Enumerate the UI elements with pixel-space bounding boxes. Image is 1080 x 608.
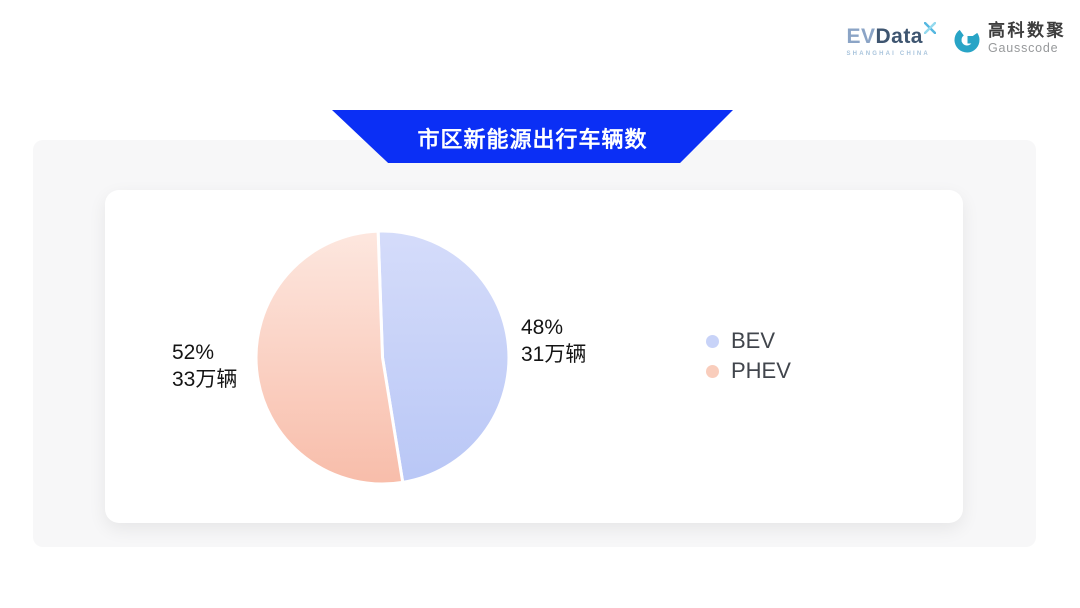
pie-chart-svg: [254, 229, 511, 486]
legend-item-phev[interactable]: PHEV: [706, 358, 791, 384]
legend-swatch-phev: [706, 364, 719, 378]
gausscode-name-cn: 高科数聚: [988, 21, 1066, 40]
header-logos: EV Data SHANGHAI CHINA 高科数聚 Gausscode: [846, 21, 1066, 57]
pie-slice-bev[interactable]: [376, 229, 511, 484]
legend-swatch-bev: [706, 334, 719, 348]
chart-title: 市区新能源出行车辆数: [417, 126, 648, 152]
bev-amount: 31万辆: [521, 343, 587, 366]
gausscode-name-en: Gausscode: [988, 40, 1059, 55]
chart-legend: BEV PHEV: [706, 328, 791, 384]
gausscode-icon: [954, 27, 980, 53]
evdata-logo-ev: EV: [846, 25, 876, 48]
chart-title-banner: 市区新能源出行车辆数: [332, 110, 733, 163]
phev-percent: 52%: [172, 341, 215, 364]
evdata-logo-subtitle: SHANGHAI CHINA: [846, 51, 930, 57]
legend-label-bev: BEV: [731, 328, 776, 353]
evdata-logo: EV Data SHANGHAI CHINA: [846, 22, 936, 57]
bev-percent: 48%: [521, 316, 564, 339]
legend-item-bev[interactable]: BEV: [706, 328, 791, 354]
phev-data-label: 52% 33万辆: [172, 339, 237, 393]
evdata-x-icon: [924, 22, 936, 34]
chart-card: 48% 31万辆 52% 33万辆 BEV PHEV: [105, 190, 963, 523]
bev-data-label: 48% 31万辆: [521, 314, 586, 368]
gausscode-logo: 高科数聚 Gausscode: [952, 21, 1066, 55]
evdata-logo-data: Data: [875, 25, 923, 48]
pie-slice-phev[interactable]: [254, 229, 405, 486]
phev-amount: 33万辆: [172, 368, 238, 391]
legend-label-phev: PHEV: [731, 358, 791, 383]
